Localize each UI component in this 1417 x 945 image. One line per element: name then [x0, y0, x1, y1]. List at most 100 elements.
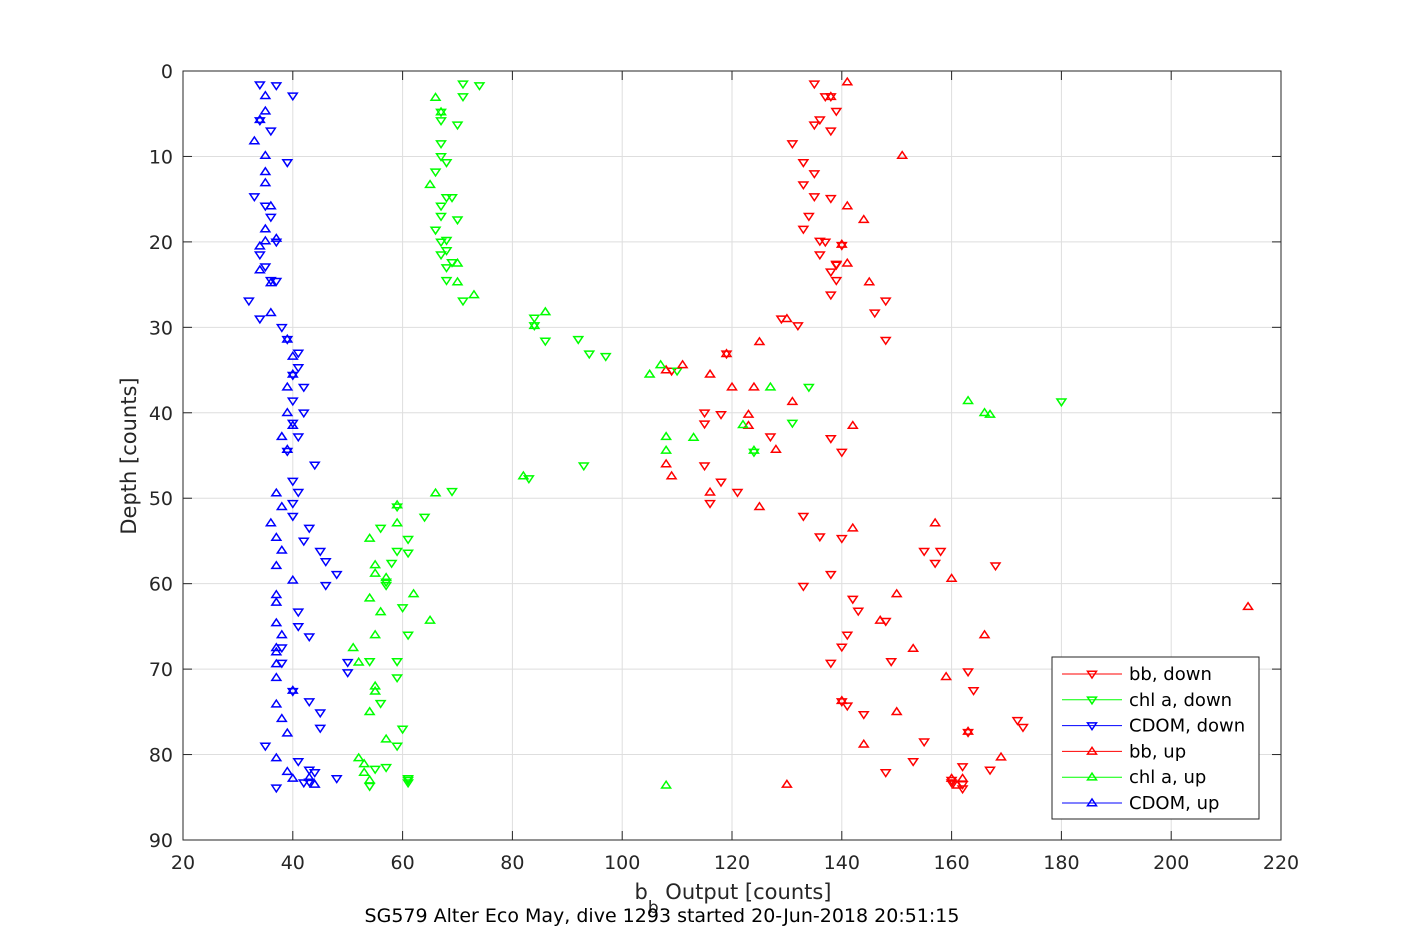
data-point	[704, 486, 716, 496]
legend-label: chl a, up	[1129, 767, 1206, 788]
data-point	[275, 431, 288, 441]
data-point	[314, 724, 327, 734]
data-point	[786, 140, 799, 150]
data-point	[984, 766, 996, 776]
data-point	[270, 532, 283, 541]
data-point	[270, 277, 283, 287]
data-point	[374, 524, 387, 534]
data-point	[286, 687, 299, 697]
data-point	[830, 276, 843, 286]
data-point	[704, 368, 716, 378]
data-point	[841, 631, 854, 641]
y-tick-label: 80	[149, 745, 173, 767]
data-point	[857, 214, 870, 224]
data-point	[748, 381, 760, 391]
data-point	[435, 251, 447, 261]
legend-label: CDOM, down	[1129, 716, 1245, 737]
data-point	[253, 117, 266, 126]
series-5	[248, 90, 321, 788]
y-tick-label: 40	[149, 403, 173, 425]
legend-marker	[1086, 722, 1098, 732]
data-point	[369, 685, 382, 695]
data-point	[687, 432, 700, 442]
data-point	[945, 773, 958, 782]
data-point	[737, 419, 749, 429]
data-point	[292, 757, 305, 767]
data-point	[824, 570, 837, 580]
data-point	[259, 105, 272, 115]
data-point	[962, 395, 974, 405]
data-point	[797, 181, 810, 191]
data-point	[286, 397, 299, 407]
data-point	[824, 434, 837, 444]
data-point	[715, 478, 727, 488]
legend-entry: CDOM, up	[1062, 793, 1219, 814]
data-point	[824, 291, 837, 301]
data-point	[281, 158, 294, 168]
x-axis-label: bb Output [counts]	[634, 880, 831, 918]
data-point	[286, 92, 299, 102]
data-point	[841, 257, 854, 267]
data-point	[259, 177, 272, 187]
data-point	[440, 236, 453, 246]
data-point	[281, 381, 294, 391]
data-point	[248, 135, 261, 145]
data-point	[391, 742, 404, 752]
data-point	[297, 383, 310, 393]
data-point	[517, 470, 530, 480]
data-point	[391, 657, 404, 667]
data-point	[347, 642, 360, 652]
data-point	[418, 513, 431, 523]
data-point	[385, 559, 398, 569]
data-point	[270, 752, 283, 762]
data-point	[583, 350, 596, 360]
data-point	[797, 225, 810, 235]
data-point	[429, 226, 442, 236]
data-point	[654, 359, 667, 369]
data-point	[1011, 716, 1024, 726]
data-point	[835, 241, 848, 251]
data-point	[956, 763, 969, 772]
data-point	[264, 200, 277, 210]
legend-box	[1051, 656, 1260, 820]
data-point	[248, 193, 261, 203]
data-point	[780, 313, 793, 323]
data-point	[259, 166, 272, 176]
data-point	[473, 82, 486, 91]
data-point	[451, 121, 464, 131]
y-tick-label: 10	[149, 146, 173, 168]
data-point	[292, 364, 305, 373]
y-tick-label: 60	[149, 574, 173, 596]
data-point	[319, 581, 332, 591]
data-point	[440, 264, 453, 273]
data-point	[742, 409, 755, 418]
data-point	[380, 581, 393, 591]
legend-entry: bb, down	[1062, 664, 1212, 685]
y-tick-label: 20	[149, 232, 173, 254]
data-point	[791, 322, 804, 332]
data-point	[264, 213, 277, 223]
data-point	[720, 348, 733, 358]
data-point	[857, 738, 870, 748]
legend-entry: CDOM, down	[1062, 716, 1245, 737]
data-point	[753, 501, 766, 511]
data-point	[715, 411, 727, 420]
data-point	[352, 656, 365, 666]
data-point	[962, 668, 974, 678]
data-point	[286, 773, 299, 782]
data-point	[292, 608, 305, 618]
data-point	[363, 774, 376, 784]
data-point	[841, 702, 854, 712]
data-point	[890, 706, 903, 716]
data-point	[391, 517, 404, 527]
data-point	[726, 381, 738, 391]
data-point	[270, 238, 283, 248]
data-point	[929, 559, 942, 569]
data-point	[890, 588, 903, 598]
data-point	[945, 573, 958, 582]
data-point	[984, 409, 996, 418]
data-point	[440, 246, 453, 256]
data-point	[374, 699, 387, 709]
y-tick-label: 50	[149, 488, 173, 510]
